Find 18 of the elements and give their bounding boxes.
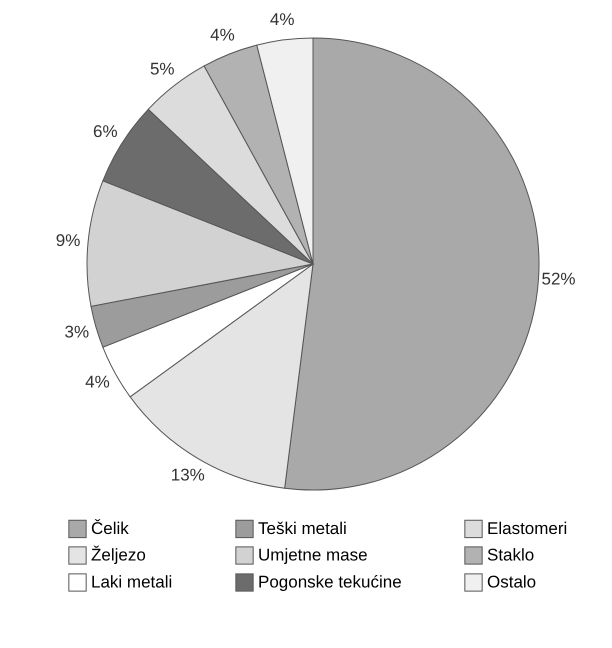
legend-label: Umjetne mase: [258, 546, 368, 564]
data-label: 6%: [93, 122, 118, 142]
legend-label: Ostalo: [487, 572, 536, 592]
legend-label: Elastomeri: [487, 518, 568, 538]
legend-label: Laki metali: [91, 572, 172, 592]
data-label: 52%: [542, 269, 576, 288]
data-label: 4%: [270, 10, 294, 29]
legend-label: Čelik: [91, 518, 130, 538]
data-label: 4%: [85, 372, 110, 392]
data-label: 4%: [210, 25, 235, 44]
data-label: 3%: [64, 322, 90, 342]
legend-label: Željezo: [91, 546, 146, 564]
legend-label: Pogonske tekućine: [258, 572, 402, 592]
data-label: 13%: [170, 466, 205, 485]
legend-label: Teški metali: [258, 518, 347, 538]
data-label: 5%: [150, 60, 175, 79]
legend-label: Staklo: [487, 546, 534, 564]
data-label: 9%: [56, 230, 80, 250]
